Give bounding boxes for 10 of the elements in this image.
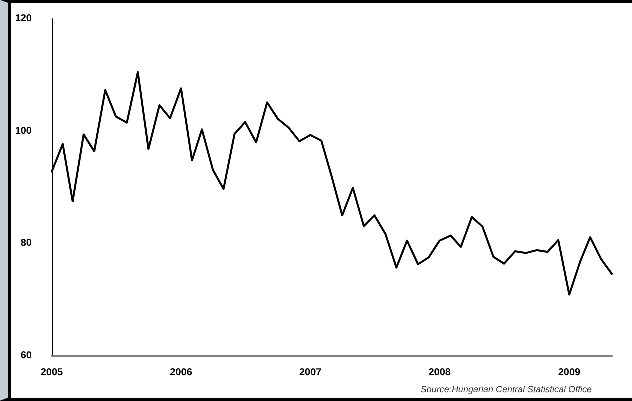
y-tick-label: 120 [15,14,32,24]
x-tick-label: 2005 [40,368,64,378]
y-tick-label: 100 [15,126,32,137]
y-tick-label: 60 [20,350,32,362]
x-tick-label: 2006 [170,368,193,378]
source-note: Source:Hungarian Central Statistical Office [420,384,592,394]
x-tick-label: 2007 [299,368,322,378]
x-tick-label: 2008 [428,368,452,378]
y-tick-label: 80 [20,238,32,250]
x-tick-label: 2009 [558,368,582,378]
